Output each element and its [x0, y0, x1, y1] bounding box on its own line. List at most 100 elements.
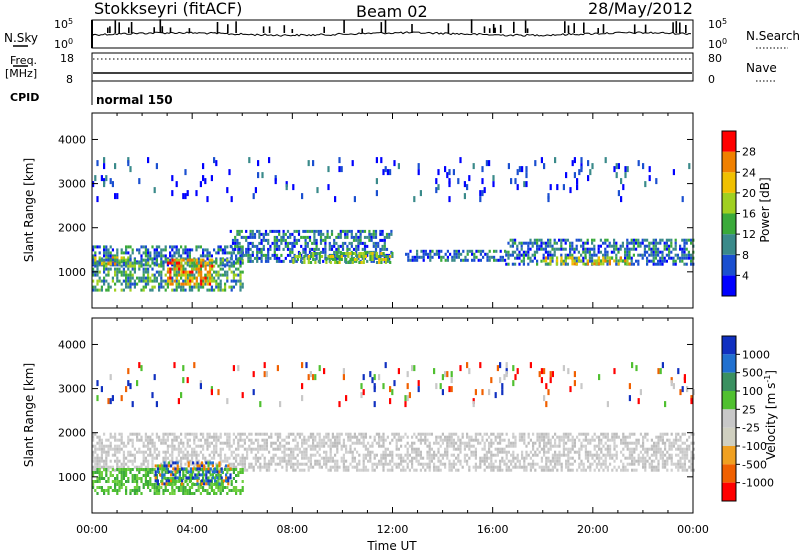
- data-cell: [237, 442, 239, 445]
- data-cell: [171, 248, 173, 251]
- data-cell: [589, 442, 591, 445]
- data-cell: [103, 460, 105, 463]
- data-cell: [391, 457, 393, 460]
- data-cell: [371, 233, 373, 236]
- data-cell: [154, 280, 156, 283]
- data-cell: [160, 486, 162, 489]
- data-cell: [363, 457, 365, 460]
- data-cell: [490, 439, 492, 442]
- data-cell: [358, 454, 360, 457]
- data-cell: [552, 469, 554, 472]
- data-cell: [431, 454, 433, 457]
- data-cell: [228, 489, 230, 492]
- data-cell: [160, 271, 162, 274]
- data-cell: [677, 439, 679, 442]
- data-cell: [156, 433, 158, 436]
- data-cell: [151, 259, 153, 262]
- data-cell: [173, 289, 175, 292]
- data-cell: [301, 451, 303, 454]
- data-cell: [661, 251, 663, 254]
- data-cell: [250, 233, 252, 236]
- data-cell: [402, 469, 404, 472]
- data-cell: [215, 259, 217, 262]
- data-cell: [563, 448, 565, 451]
- data-cell: [486, 256, 488, 259]
- data-cell: [554, 242, 556, 245]
- data-cell: [488, 445, 490, 448]
- data-cell: [602, 454, 604, 457]
- data-cell: [310, 252, 312, 255]
- data-cell: [591, 248, 593, 251]
- data-cell: [363, 463, 365, 466]
- data-cell: [289, 248, 291, 251]
- data-cell: [613, 436, 615, 439]
- data-cell: [545, 256, 547, 259]
- data-cell: [631, 448, 633, 451]
- data-cell: [534, 454, 536, 457]
- data-cell: [481, 460, 483, 463]
- data-cell: [158, 489, 160, 492]
- data-cell: [642, 436, 644, 439]
- data-cell: [668, 439, 670, 442]
- data-cell: [611, 256, 613, 259]
- data-cell: [357, 236, 359, 239]
- data-cell: [258, 248, 260, 251]
- data-cell: [551, 248, 553, 251]
- data-cell: [184, 280, 186, 283]
- data-cell: [103, 463, 105, 466]
- data-cell: [105, 439, 107, 442]
- data-cell: [684, 433, 686, 436]
- data-cell: [110, 436, 112, 439]
- data-cell: [257, 445, 259, 448]
- data-cell: [453, 442, 455, 445]
- data-cell: [565, 256, 567, 259]
- data-cell: [257, 442, 259, 445]
- data-cell: [442, 374, 444, 380]
- data-cell: [569, 469, 571, 472]
- data-cell: [362, 242, 364, 245]
- data-cell: [96, 265, 98, 268]
- data-cell: [325, 460, 327, 463]
- data-cell: [661, 239, 663, 242]
- data-cell: [198, 286, 200, 289]
- data-cell: [413, 442, 415, 445]
- data-cell: [516, 257, 518, 260]
- data-cell: [347, 439, 349, 442]
- data-cell: [225, 479, 227, 482]
- data-cell: [393, 436, 395, 439]
- data-cell: [364, 236, 366, 239]
- data-cell: [357, 230, 359, 233]
- data-cell: [217, 274, 219, 277]
- data-cell: [202, 457, 204, 460]
- data-cell: [418, 448, 420, 451]
- data-cell: [576, 178, 578, 184]
- data-cell: [382, 463, 384, 466]
- data-cell: [578, 439, 580, 442]
- data-cell: [195, 433, 197, 436]
- data-cell: [235, 283, 237, 286]
- data-cell: [347, 252, 349, 255]
- data-cell: [127, 274, 129, 277]
- data-cell: [182, 451, 184, 454]
- data-cell: [247, 236, 249, 239]
- data-cell: [242, 445, 244, 448]
- data-cell: [629, 436, 631, 439]
- data-cell: [380, 436, 382, 439]
- data-cell: [361, 252, 363, 255]
- data-cell: [123, 474, 125, 477]
- data-cell: [405, 253, 407, 256]
- data-cell: [285, 233, 287, 236]
- data-cell: [323, 445, 325, 448]
- data-cell: [136, 283, 138, 286]
- data-cell: [677, 469, 679, 472]
- data-cell: [235, 454, 237, 457]
- data-cell: [600, 245, 602, 248]
- data-cell: [296, 230, 298, 233]
- data-cell: [660, 451, 662, 454]
- colorbar-swatch: [722, 172, 736, 193]
- data-cell: [125, 463, 127, 466]
- data-cell: [289, 254, 291, 257]
- data-cell: [134, 460, 136, 463]
- data-cell: [456, 250, 458, 253]
- data-cell: [400, 436, 402, 439]
